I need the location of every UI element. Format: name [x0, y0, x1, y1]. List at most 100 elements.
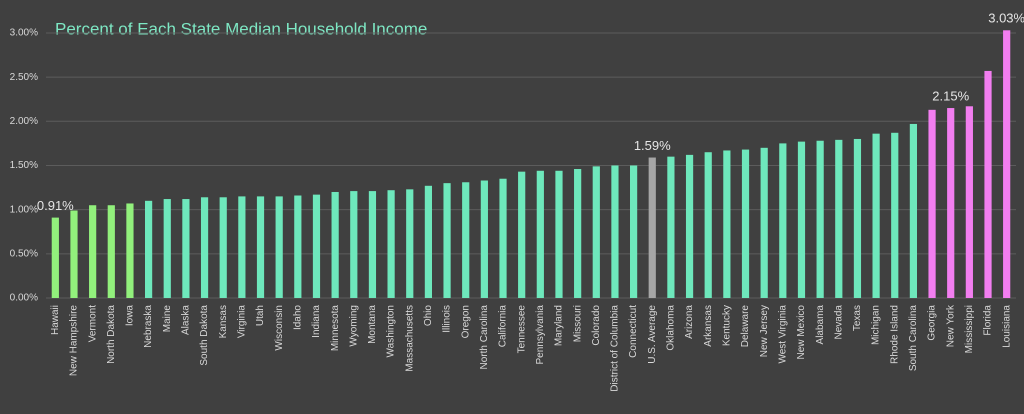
bar: [107, 205, 115, 298]
x-tick-label: Iowa: [125, 305, 136, 327]
x-tick-label: Missouri: [572, 305, 583, 342]
bar: [406, 189, 414, 298]
x-tick-label: Arkansas: [703, 305, 714, 347]
x-tick-label: Oregon: [460, 305, 471, 338]
bar: [219, 197, 227, 298]
data-label: 1.59%: [634, 138, 671, 153]
x-tick-label: North Carolina: [479, 305, 490, 370]
x-tick-label: Utah: [255, 305, 266, 326]
bar: [648, 157, 656, 298]
x-tick-label: Hawaii: [50, 305, 61, 335]
bar: [816, 140, 824, 298]
x-tick-label: Wyoming: [348, 305, 359, 347]
x-tick-label: New Mexico: [796, 305, 807, 360]
bar: [238, 196, 246, 298]
bar: [126, 203, 134, 298]
x-tick-label: District of Columbia: [610, 305, 621, 392]
x-tick-label: Massachusetts: [404, 305, 415, 372]
bar: [797, 141, 806, 298]
bar: [592, 166, 600, 298]
bar: [891, 132, 899, 298]
bar: [294, 195, 302, 298]
bar: [574, 169, 582, 298]
bar: [629, 165, 638, 298]
bar: [424, 185, 433, 298]
x-tick-label: California: [498, 305, 509, 348]
bar: [182, 199, 190, 298]
bar: [984, 70, 992, 299]
x-tick-label: Kentucky: [722, 305, 733, 346]
bar: [1003, 30, 1011, 299]
x-tick-label: Colorado: [591, 305, 602, 346]
x-tick-label: Rhode Island: [889, 305, 900, 364]
bar: [480, 180, 488, 298]
x-tick-label: Ohio: [423, 305, 434, 327]
y-tick-label: 0.50%: [10, 248, 38, 259]
bar: [704, 152, 712, 298]
y-tick-label: 0.00%: [10, 293, 38, 304]
bar: [200, 197, 209, 298]
chart-title: Percent of Each State Median Household I…: [55, 19, 427, 38]
y-tick-label: 2.00%: [10, 116, 38, 127]
bar: [144, 200, 153, 298]
bar: [518, 171, 526, 298]
bar: [443, 183, 451, 298]
bar: [163, 199, 171, 298]
bar: [331, 191, 339, 298]
bar: [760, 147, 768, 298]
bar: [835, 139, 843, 298]
x-tick-label: Indiana: [311, 305, 322, 338]
bar: [947, 108, 955, 298]
data-label: 3.03%: [988, 11, 1024, 26]
x-tick-label: West Virginia: [777, 305, 788, 364]
bar: [928, 109, 936, 298]
x-tick-label: Arizona: [684, 305, 695, 339]
x-tick-label: Tennessee: [516, 305, 527, 354]
bar: [312, 194, 321, 298]
bar: [741, 149, 750, 298]
x-tick-label: Nebraska: [143, 305, 154, 348]
bar: [275, 196, 283, 298]
x-tick-label: Pennsylvania: [535, 305, 546, 365]
bar: [387, 190, 395, 298]
bar: [350, 191, 358, 298]
bar: [70, 210, 78, 298]
bar: [89, 205, 97, 298]
x-tick-label: Connecticut: [628, 305, 639, 358]
y-tick-label: 3.00%: [10, 28, 38, 39]
x-tick-label: Vermont: [87, 305, 98, 342]
x-tick-label: Mississippi: [964, 305, 975, 353]
x-tick-label: New York: [945, 304, 956, 347]
x-tick-label: Louisiana: [1001, 305, 1012, 348]
bar: [909, 123, 918, 299]
x-tick-label: New Hampshire: [69, 305, 80, 377]
bar: [611, 165, 619, 298]
x-tick-label: Nevada: [833, 305, 844, 340]
x-tick-label: U.S. Average: [647, 305, 658, 364]
data-label: 0.91%: [37, 198, 74, 213]
x-tick-label: Illinois: [442, 305, 453, 333]
x-tick-label: Wisconsin: [274, 305, 285, 351]
x-tick-label: Alaska: [181, 305, 192, 335]
bar: [368, 191, 377, 298]
bar: [872, 133, 880, 298]
x-tick-label: Michigan: [871, 305, 882, 345]
x-tick-label: Alabama: [815, 305, 826, 345]
data-label: 2.15%: [932, 88, 969, 103]
bar: [555, 170, 563, 298]
x-tick-label: Washington: [386, 305, 397, 357]
bar: [51, 217, 59, 298]
x-tick-label: Maryland: [554, 305, 565, 346]
bar: [779, 143, 787, 298]
x-tick-label: Idaho: [292, 305, 303, 330]
x-tick-label: Montana: [367, 305, 378, 344]
x-tick-label: Delaware: [740, 305, 751, 348]
x-tick-label: Virginia: [237, 305, 248, 339]
x-tick-label: Oklahoma: [666, 305, 677, 351]
y-tick-label: 1.00%: [10, 204, 38, 215]
x-tick-label: New Jersey: [759, 305, 770, 357]
bar: [667, 156, 675, 298]
x-tick-label: North Dakota: [106, 305, 117, 364]
